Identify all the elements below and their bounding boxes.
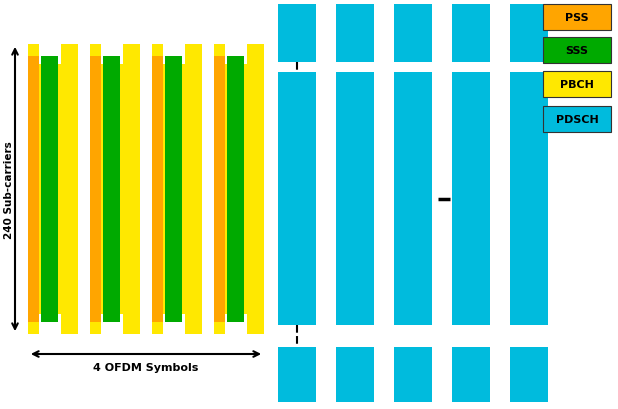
Bar xyxy=(452,5,490,63)
Text: PBCH: PBCH xyxy=(560,80,594,90)
Text: 4 OFDM Symbols: 4 OFDM Symbols xyxy=(93,362,199,372)
Bar xyxy=(165,57,182,322)
Bar xyxy=(452,347,490,402)
Bar xyxy=(394,347,432,402)
Bar xyxy=(278,347,316,402)
Text: PSS: PSS xyxy=(565,13,589,23)
Bar xyxy=(510,347,548,402)
Bar xyxy=(41,57,58,322)
Bar xyxy=(543,107,611,133)
Bar xyxy=(101,45,123,65)
Bar xyxy=(278,5,316,63)
Bar xyxy=(510,73,548,325)
Bar xyxy=(39,314,61,334)
Bar xyxy=(28,45,78,334)
Bar xyxy=(225,45,247,65)
Bar xyxy=(152,45,202,334)
Bar xyxy=(152,57,163,322)
Bar xyxy=(543,38,611,64)
Bar xyxy=(394,73,432,325)
Bar xyxy=(225,314,247,334)
Bar xyxy=(163,314,185,334)
Bar xyxy=(28,57,39,322)
Bar xyxy=(227,57,244,322)
Bar xyxy=(336,5,374,63)
Bar xyxy=(214,45,264,334)
Bar xyxy=(452,73,490,325)
Text: PDSCH: PDSCH xyxy=(556,115,598,125)
Bar xyxy=(90,57,101,322)
Bar xyxy=(101,314,123,334)
Bar xyxy=(163,45,185,65)
Bar xyxy=(543,5,611,31)
Bar xyxy=(394,5,432,63)
Bar xyxy=(278,73,316,325)
Bar xyxy=(103,57,120,322)
Bar xyxy=(214,57,225,322)
Bar xyxy=(336,347,374,402)
Bar xyxy=(510,5,548,63)
Bar xyxy=(39,45,61,65)
Bar xyxy=(543,72,611,98)
Bar xyxy=(90,45,140,334)
Text: SSS: SSS xyxy=(565,46,588,56)
Text: 240 Sub-carriers: 240 Sub-carriers xyxy=(4,141,14,238)
Bar xyxy=(336,73,374,325)
